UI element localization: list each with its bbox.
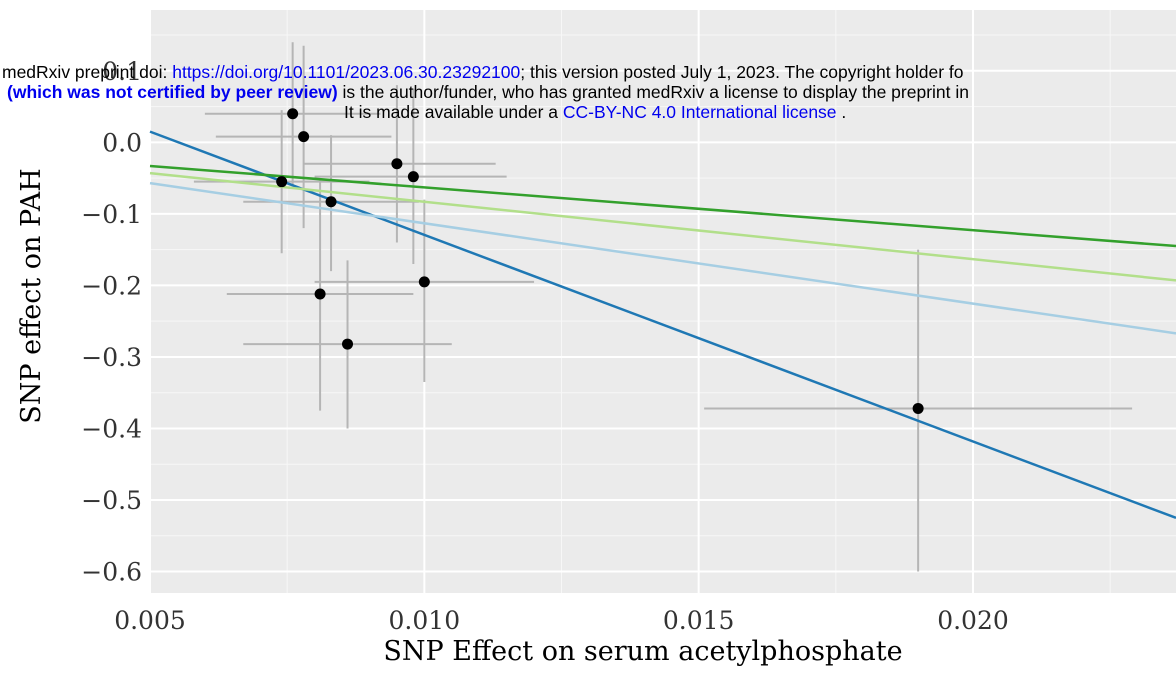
y-tick-label: −0.1 — [81, 200, 142, 229]
banner-line-1-prefix: medRxiv preprint doi: — [2, 62, 173, 82]
x-axis-title: SNP Effect on serum acetylphosphate — [383, 636, 902, 667]
data-point — [325, 196, 337, 208]
data-point — [287, 108, 299, 120]
data-point — [912, 402, 924, 414]
banner-line-3-suffix: . — [836, 102, 847, 122]
data-point — [407, 171, 419, 183]
x-tick-label: 0.010 — [389, 606, 461, 635]
data-point — [391, 158, 403, 170]
x-tick-label: 0.020 — [937, 606, 1009, 635]
y-tick-label: −0.4 — [81, 414, 142, 443]
banner-line-2-suffix: is the author/funder, who has granted me… — [337, 82, 969, 102]
data-point — [276, 176, 288, 188]
banner-line-3-prefix: It is made available under a — [344, 102, 563, 122]
data-point — [342, 338, 354, 350]
regression-line — [149, 181, 1176, 335]
x-tick-label: 0.015 — [663, 606, 735, 635]
y-tick-label: 0.1 — [102, 57, 142, 86]
regression-lines — [149, 130, 1176, 520]
banner-line-1-suffix: ; this version posted July 1, 2023. The … — [520, 62, 964, 82]
x-tick-label: 0.005 — [114, 606, 186, 635]
data-point — [418, 276, 430, 288]
license-link[interactable]: CC-BY-NC 4.0 International license — [562, 102, 837, 122]
y-tick-label: −0.5 — [81, 486, 142, 515]
y-tick-label: −0.3 — [81, 343, 142, 372]
data-point — [298, 131, 310, 143]
tick-labels: 0.005 0.010 0.015 0.020 0.1 0.0 −0.1 −0.2 −0.3 −0… — [81, 57, 1009, 635]
doi-link[interactable]: https://doi.org/10.1101/2023.06.30.23292… — [172, 62, 521, 82]
y-tick-label: −0.6 — [81, 558, 142, 587]
regression-line — [149, 130, 1176, 520]
y-tick-label: −0.2 — [81, 271, 142, 300]
banner-line-2: (which was not certified by peer review)… — [7, 82, 969, 102]
regression-line — [149, 171, 1176, 282]
peer-review-note: (which was not certified by peer review) — [7, 82, 338, 102]
banner-line-3: It is made available under a CC-BY-NC 4.… — [344, 102, 846, 122]
regression-line — [149, 164, 1176, 248]
banner-line-1: medRxiv preprint doi: https://doi.org/10… — [2, 62, 964, 82]
data-points — [276, 108, 924, 414]
preprint-banner: medRxiv preprint doi: https://doi.org/10… — [0, 62, 1176, 122]
data-point — [314, 288, 326, 300]
y-tick-label: 0.0 — [102, 128, 142, 157]
y-axis-title: SNP effect on PAH — [16, 168, 47, 424]
